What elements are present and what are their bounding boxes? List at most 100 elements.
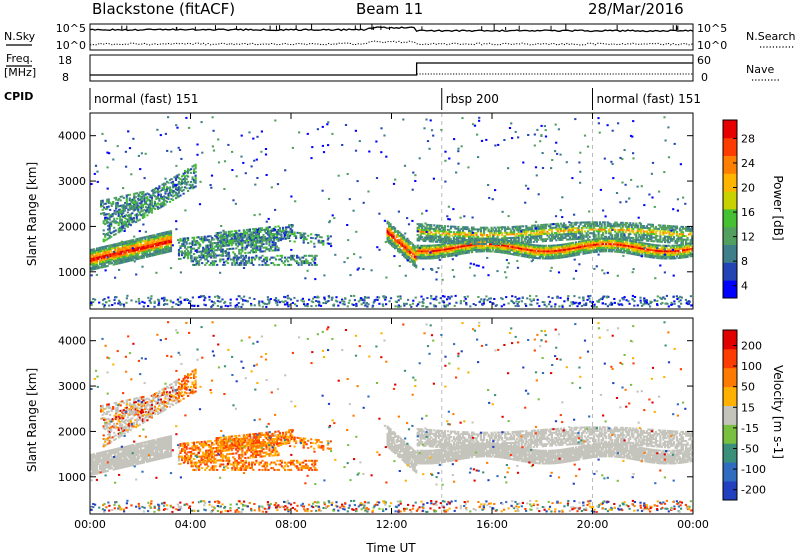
echo-cell (448, 255, 451, 257)
echo-cell (431, 250, 434, 252)
echo-cell (470, 245, 474, 248)
echo-cell (635, 235, 638, 238)
echo-cell (101, 212, 104, 215)
echo-cell (130, 198, 133, 201)
echo-cell (167, 187, 170, 190)
echo-cell (654, 244, 657, 247)
echo-cell (489, 248, 492, 251)
echo-cell (226, 248, 229, 251)
echo-cell (561, 235, 564, 238)
echo-cell (535, 231, 538, 234)
echo-cell (240, 155, 243, 158)
echo-cell (627, 250, 630, 253)
echo-cell (642, 244, 645, 247)
echo-cell (118, 247, 121, 250)
echo-cell (121, 245, 124, 248)
echo-cell (579, 223, 582, 226)
echo-cell (403, 242, 406, 245)
echo-cell (455, 248, 458, 251)
echo-cell (650, 236, 653, 239)
echo-cell (632, 253, 635, 256)
echo-cell (120, 220, 123, 223)
echo-cell (685, 247, 688, 249)
echo-cell (675, 246, 679, 249)
echo-cell (229, 242, 232, 245)
echo-cell (187, 170, 190, 172)
echo-cell (156, 195, 159, 198)
echo-cell (191, 244, 194, 247)
echo-cell (90, 261, 93, 264)
echo-cell (123, 250, 126, 253)
echo-cell (224, 244, 227, 247)
echo-cell (395, 239, 398, 242)
echo-cell (549, 234, 552, 237)
echo-cell (520, 229, 523, 232)
echo-cell (582, 249, 585, 252)
echo-cell (407, 250, 410, 253)
echo-cell (455, 238, 458, 241)
echo-cell (153, 239, 156, 242)
echo-cell (293, 240, 296, 243)
echo-cell (197, 250, 200, 253)
echo-cell (556, 247, 559, 250)
echo-cell (240, 256, 243, 259)
echo-cell (148, 255, 151, 258)
echo-cell (479, 243, 483, 245)
echo-cell (624, 242, 627, 245)
echo-cell (316, 235, 319, 238)
echo-cell (579, 244, 582, 247)
echo-cell (224, 250, 227, 253)
echo-cell (133, 251, 136, 254)
echo-cell (448, 249, 451, 252)
echo-cell (614, 230, 617, 233)
echo-cell (495, 250, 498, 253)
echo-cell (140, 210, 143, 213)
echo-cell (516, 229, 519, 232)
echo-cell (580, 236, 584, 239)
echo-cell (452, 243, 455, 246)
echo-cell (285, 228, 288, 231)
echo-cell (527, 134, 530, 136)
echo-cell (206, 244, 209, 247)
echo-cell (517, 250, 520, 253)
echo-cell (147, 207, 150, 210)
echo-cell (574, 246, 578, 249)
echo-cell (475, 233, 478, 236)
echo-cell (659, 240, 662, 243)
echo-cell (636, 226, 639, 229)
echo-cell (641, 235, 644, 238)
echo-cell (117, 255, 120, 258)
echo-cell (410, 246, 413, 248)
echo-cell (436, 244, 439, 247)
echo-cell (200, 252, 203, 255)
echo-cell (550, 252, 553, 254)
echo-cell (504, 250, 507, 253)
echo-cell (425, 253, 428, 256)
echo-cell (537, 193, 540, 196)
echo-cell (535, 226, 538, 229)
echo-cell (657, 255, 660, 258)
echo-cell (535, 253, 538, 256)
echo-cell (253, 238, 256, 241)
echo-cell (140, 214, 143, 217)
echo-cell (131, 202, 134, 205)
echo-cell (419, 223, 422, 226)
echo-cell (116, 203, 119, 206)
echo-cell (458, 249, 461, 252)
echo-cell (612, 228, 615, 231)
echo-cell (181, 245, 184, 247)
echo-cell (446, 246, 449, 249)
echo-cell (157, 249, 160, 252)
echo-cell (413, 263, 416, 266)
echo-cell (162, 202, 166, 205)
echo-cell (271, 229, 274, 232)
echo-cell (100, 248, 103, 251)
echo-cell (614, 237, 617, 240)
echo-cell (404, 240, 407, 243)
echo-cell (430, 224, 433, 227)
echo-cell (672, 251, 676, 254)
echo-cell (208, 263, 211, 266)
echo-cell (555, 222, 558, 225)
echo-cell (108, 255, 111, 258)
echo-cell (553, 253, 556, 256)
